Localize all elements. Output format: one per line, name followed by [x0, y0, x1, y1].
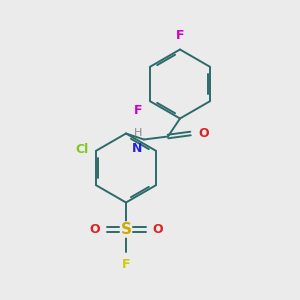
Text: F: F	[122, 258, 130, 271]
Text: F: F	[176, 29, 184, 42]
Text: H: H	[134, 128, 142, 138]
Text: O: O	[152, 223, 163, 236]
Text: O: O	[89, 223, 100, 236]
Text: N: N	[132, 142, 142, 155]
Text: S: S	[121, 222, 131, 237]
Text: O: O	[198, 127, 208, 140]
Text: Cl: Cl	[75, 143, 88, 156]
Text: F: F	[134, 104, 142, 117]
